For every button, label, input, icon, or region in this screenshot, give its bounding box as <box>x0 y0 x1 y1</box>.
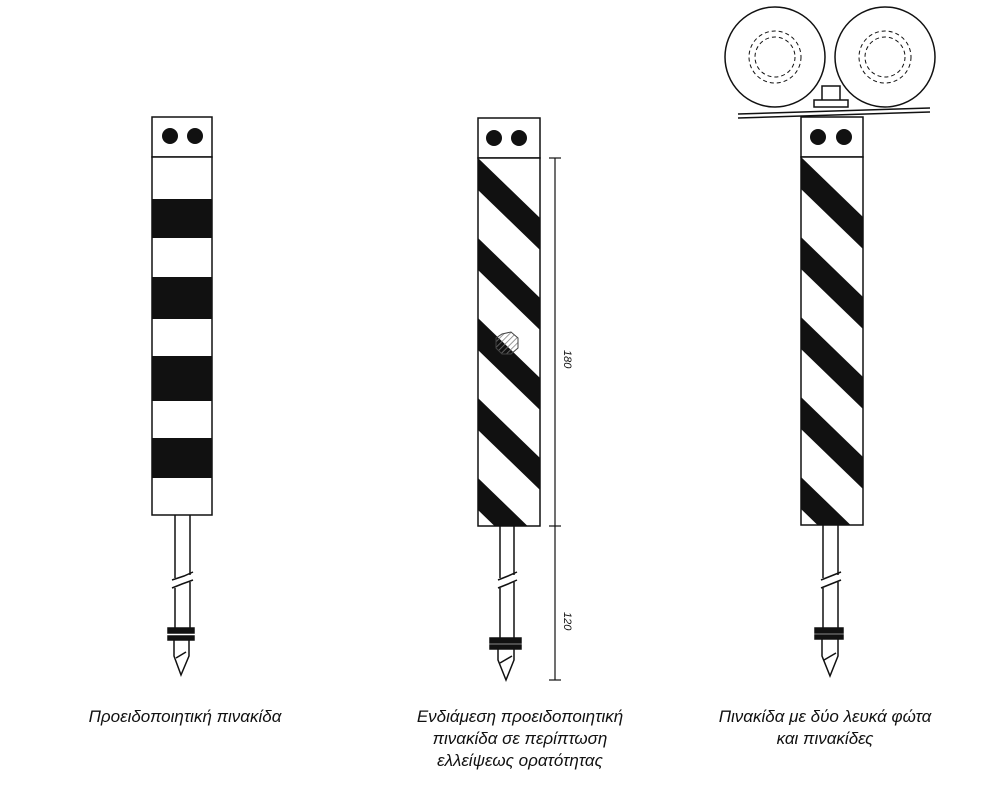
caption-line: Πινακίδα με δύο λευκά φώτα <box>718 707 932 726</box>
lamp-left-icon <box>486 130 502 146</box>
caption-line: Ενδιάμεση προειδοποιητική <box>416 707 624 726</box>
intermediate-warning-sign-figure: 180 120 <box>477 117 573 683</box>
caption-line: πινακίδα σε περίπτωση <box>432 729 608 748</box>
caption-warning-sign: Προειδοποιητική πινακίδα <box>40 706 330 728</box>
sign-with-two-white-lights-figure <box>724 6 936 679</box>
lamp-panel <box>151 116 213 158</box>
dimension-label-180: 180 <box>561 350 573 369</box>
lamp-left-icon <box>162 128 178 144</box>
black-band <box>152 277 212 319</box>
black-band <box>152 356 212 401</box>
mount-bracket <box>737 85 931 119</box>
lamp-right-icon <box>836 129 852 145</box>
lamp-left-icon <box>810 129 826 145</box>
hatched-octagon-marker <box>495 331 519 355</box>
caption-sign-with-two-white-lights: Πινακίδα με δύο λευκά φώτα και πινακίδες <box>680 706 970 750</box>
post <box>814 525 844 679</box>
diagonal-stripes <box>478 158 540 526</box>
black-band <box>152 438 212 478</box>
dimension-label-120: 120 <box>561 612 573 631</box>
caption-line: και πινακίδες <box>776 729 874 748</box>
caption-intermediate-warning-sign: Ενδιάμεση προειδοποιητική πινακίδα σε πε… <box>370 706 670 772</box>
post <box>167 515 195 678</box>
lamp-right-icon <box>511 130 527 146</box>
white-light-discs <box>724 6 936 108</box>
lamp-right-icon <box>187 128 203 144</box>
dimension-line <box>549 157 561 681</box>
black-band <box>152 199 212 238</box>
diagonal-stripes <box>801 157 863 525</box>
caption-line: ελλείψεως ορατότητας <box>437 751 603 770</box>
warning-sign-figure <box>151 116 213 678</box>
caption-line: Προειδοποιητική πινακίδα <box>88 707 282 726</box>
post <box>489 526 522 683</box>
